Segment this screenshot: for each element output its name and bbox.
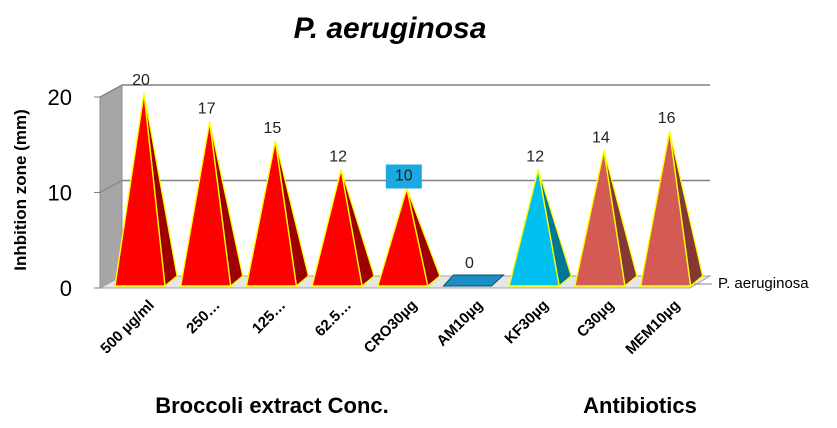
x-tick-label: 125… <box>249 297 289 337</box>
x-tick-label: C30µg <box>574 297 618 341</box>
bar <box>245 140 310 288</box>
bar <box>179 121 244 288</box>
bar-face <box>245 140 298 287</box>
x-tick-label: KF30µg <box>501 297 552 348</box>
bar-face <box>574 150 626 287</box>
bar-face <box>639 131 692 287</box>
bar-face <box>508 169 561 287</box>
x-tick-label: MEM10µg <box>622 297 683 358</box>
bar-face <box>311 169 363 287</box>
bar <box>508 169 572 288</box>
group-label-antibiotics: Antibiotics <box>583 393 697 418</box>
series-label: P. aeruginosa <box>718 275 809 292</box>
bar <box>114 92 178 288</box>
y-tick-label: 0 <box>60 276 72 301</box>
gridline-connector <box>99 180 123 193</box>
group-label-broccoli: Broccoli extract Conc. <box>155 393 389 418</box>
bar <box>442 274 505 287</box>
gridline-connector <box>99 84 123 98</box>
chart-title: P. aeruginosa <box>294 12 487 45</box>
data-label: 14 <box>592 129 610 146</box>
x-tick-labels: 500 µg/ml 250… 125… 62.5… CRO30µg AM10µg KF30µ… <box>97 297 683 358</box>
data-labels: 20 17 15 12 10 0 12 14 16 <box>132 72 675 272</box>
bar-face <box>442 274 505 287</box>
data-label-highlight <box>385 164 422 189</box>
bar <box>639 131 704 288</box>
bars <box>114 92 704 288</box>
x-tick-label: AM10µg <box>433 297 486 350</box>
data-label: 16 <box>658 110 676 127</box>
bar <box>574 150 638 288</box>
y-tick-label: 10 <box>48 181 72 206</box>
x-tick-label: 62.5… <box>312 297 355 340</box>
bar <box>311 169 375 288</box>
y-axis-label: Inhbition zone (mm) <box>11 109 30 270</box>
data-label: 20 <box>132 72 150 89</box>
data-label: 12 <box>329 148 347 165</box>
bar <box>376 188 441 288</box>
y-tick-label: 20 <box>48 85 72 110</box>
x-tick-label: 500 µg/ml <box>97 297 158 358</box>
data-label: 15 <box>264 120 282 137</box>
data-label: 12 <box>526 148 544 165</box>
bar-face <box>376 188 429 287</box>
data-label: 0 <box>465 255 474 272</box>
bar-face <box>114 92 166 287</box>
y-tick-labels: 0 10 20 <box>48 85 72 301</box>
bar-face <box>179 121 232 287</box>
data-label: 10 <box>395 168 413 185</box>
data-label: 17 <box>198 101 216 118</box>
x-tick-label: CRO30µg <box>361 297 421 357</box>
x-tick-label: 250… <box>183 297 223 337</box>
